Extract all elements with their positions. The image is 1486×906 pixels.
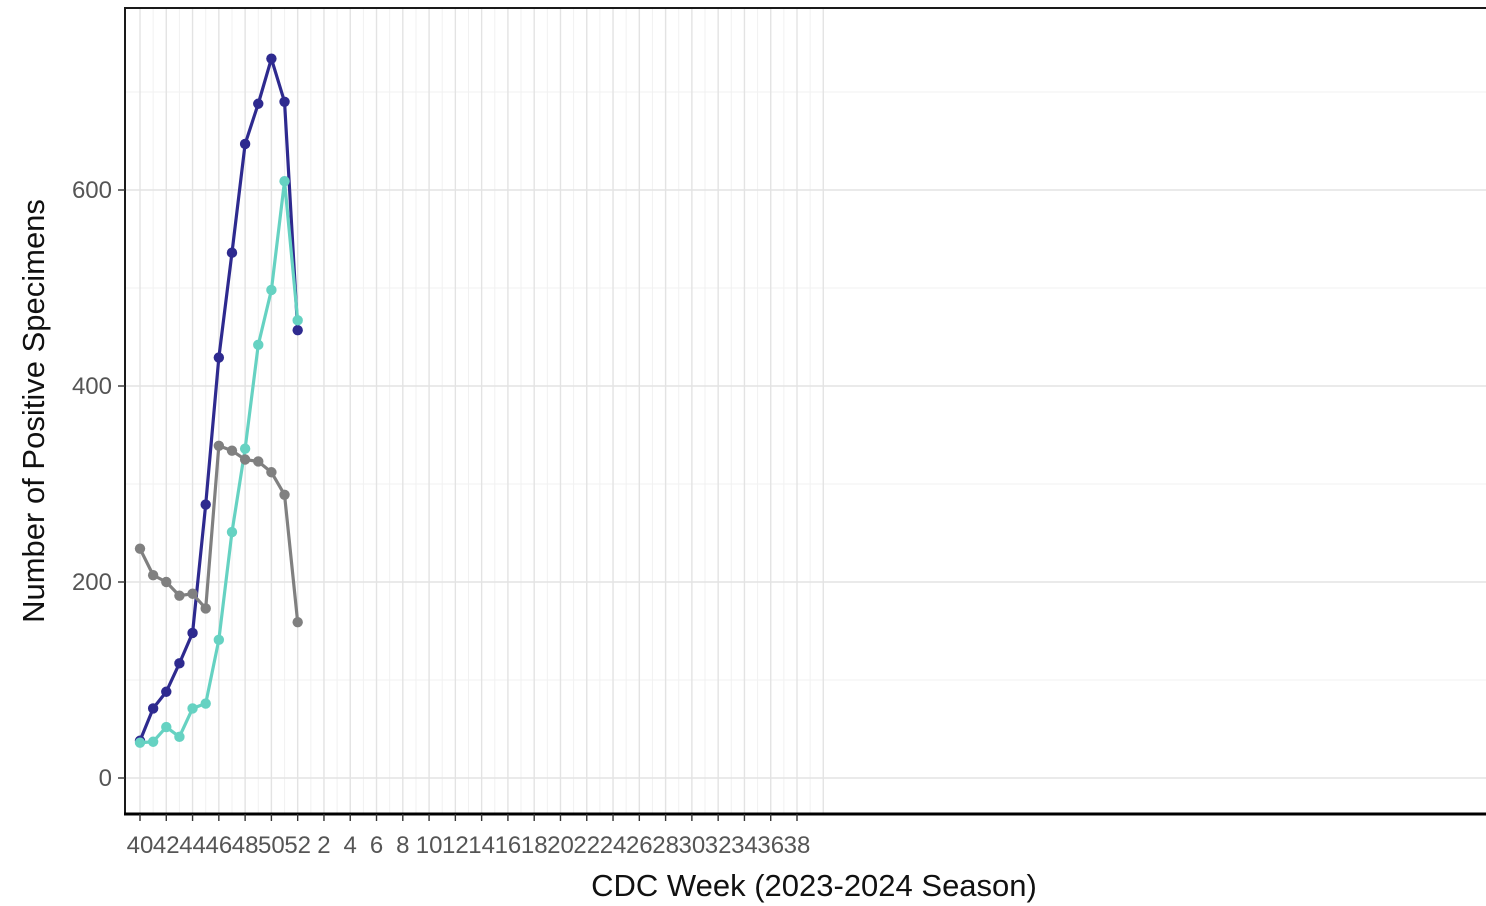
x-tick-label: 20 bbox=[547, 832, 574, 859]
x-tick-label: 8 bbox=[396, 832, 409, 859]
series-2-point bbox=[147, 736, 159, 747]
x-tick-label: 14 bbox=[468, 832, 495, 859]
series-3-point bbox=[292, 616, 303, 628]
y-tick-label: 600 bbox=[72, 177, 112, 204]
x-tick-label: 18 bbox=[521, 832, 548, 859]
x-axis-title: CDC Week (2023-2024 Season) bbox=[591, 868, 1037, 903]
x-tick-label: 42 bbox=[153, 832, 180, 859]
series-1-point bbox=[161, 686, 172, 697]
x-tick-label: 34 bbox=[731, 832, 758, 859]
x-tick-label: 50 bbox=[258, 832, 285, 859]
series-2-point bbox=[239, 443, 251, 454]
series-1-point bbox=[239, 138, 251, 150]
grid-major bbox=[125, 8, 1486, 814]
x-tick-label: 4 bbox=[344, 832, 357, 859]
x-tick-label: 24 bbox=[600, 832, 627, 859]
series-3-point bbox=[213, 440, 225, 451]
x-tick-label: 32 bbox=[705, 832, 732, 859]
series-2-point bbox=[200, 698, 211, 709]
series-3-point bbox=[134, 543, 146, 554]
series-1-point bbox=[226, 247, 238, 258]
series-1-point bbox=[266, 53, 277, 64]
y-tick-label: 200 bbox=[72, 569, 112, 596]
plot-background bbox=[125, 8, 1486, 814]
series-3-point bbox=[279, 489, 290, 500]
x-tick-label: 16 bbox=[495, 832, 522, 859]
x-tick-label: 36 bbox=[757, 832, 784, 859]
x-tick-label: 38 bbox=[784, 832, 811, 859]
y-axis-ticks: 0 200 400 600 bbox=[72, 177, 125, 792]
x-tick-label: 40 bbox=[127, 832, 154, 859]
grid-minor bbox=[125, 8, 1486, 814]
x-tick-label: 2 bbox=[317, 832, 330, 859]
y-axis-title: Number of Positive Specimens bbox=[16, 199, 51, 623]
x-tick-label: 12 bbox=[442, 832, 469, 859]
series-layer bbox=[134, 53, 303, 748]
x-tick-label: 26 bbox=[626, 832, 653, 859]
series-1-point bbox=[147, 703, 159, 714]
x-tick-label: 22 bbox=[573, 832, 600, 859]
series-2-point bbox=[292, 315, 303, 326]
series-3-point bbox=[187, 588, 198, 599]
series-2-point bbox=[174, 731, 185, 743]
series-1-point bbox=[213, 352, 225, 363]
plot-border bbox=[124, 7, 1486, 814]
series-2-point bbox=[279, 175, 290, 187]
series-1-point bbox=[253, 98, 264, 109]
x-tick-label: 48 bbox=[232, 832, 259, 859]
series-1-point bbox=[292, 324, 303, 336]
series-2-point bbox=[213, 634, 225, 646]
series-2-point bbox=[134, 737, 146, 748]
series-2-point bbox=[266, 284, 277, 296]
series-3-point bbox=[253, 456, 264, 467]
series-2-point bbox=[187, 703, 198, 714]
series-1-point bbox=[200, 499, 211, 510]
x-tick-label: 10 bbox=[416, 832, 443, 859]
x-tick-label: 6 bbox=[370, 832, 383, 859]
x-axis-ticks: 40 42 44 46 48 50 52 2 4 6 8 10 12 14 16 18 20 22 24 26 28 30… bbox=[127, 814, 811, 859]
series-1-point bbox=[174, 658, 185, 669]
series-2-point bbox=[253, 339, 264, 351]
x-tick-label: 28 bbox=[652, 832, 679, 859]
series-3-point bbox=[266, 467, 277, 478]
series-3-point bbox=[239, 454, 251, 465]
series-2-point bbox=[161, 721, 172, 733]
series-3-point bbox=[174, 590, 185, 601]
y-tick-label: 0 bbox=[99, 765, 112, 792]
series-3-point bbox=[226, 445, 238, 456]
x-tick-label: 30 bbox=[679, 832, 706, 859]
series-1-point bbox=[187, 627, 198, 639]
series-1-point bbox=[279, 96, 290, 108]
series-2-point bbox=[226, 526, 238, 538]
series-3-point bbox=[161, 576, 172, 588]
series-3-point bbox=[147, 569, 159, 581]
series-3-point bbox=[200, 603, 211, 614]
y-tick-label: 400 bbox=[72, 373, 112, 400]
x-tick-label: 52 bbox=[284, 832, 311, 859]
x-tick-label: 46 bbox=[205, 832, 232, 859]
x-tick-label: 44 bbox=[179, 832, 206, 859]
